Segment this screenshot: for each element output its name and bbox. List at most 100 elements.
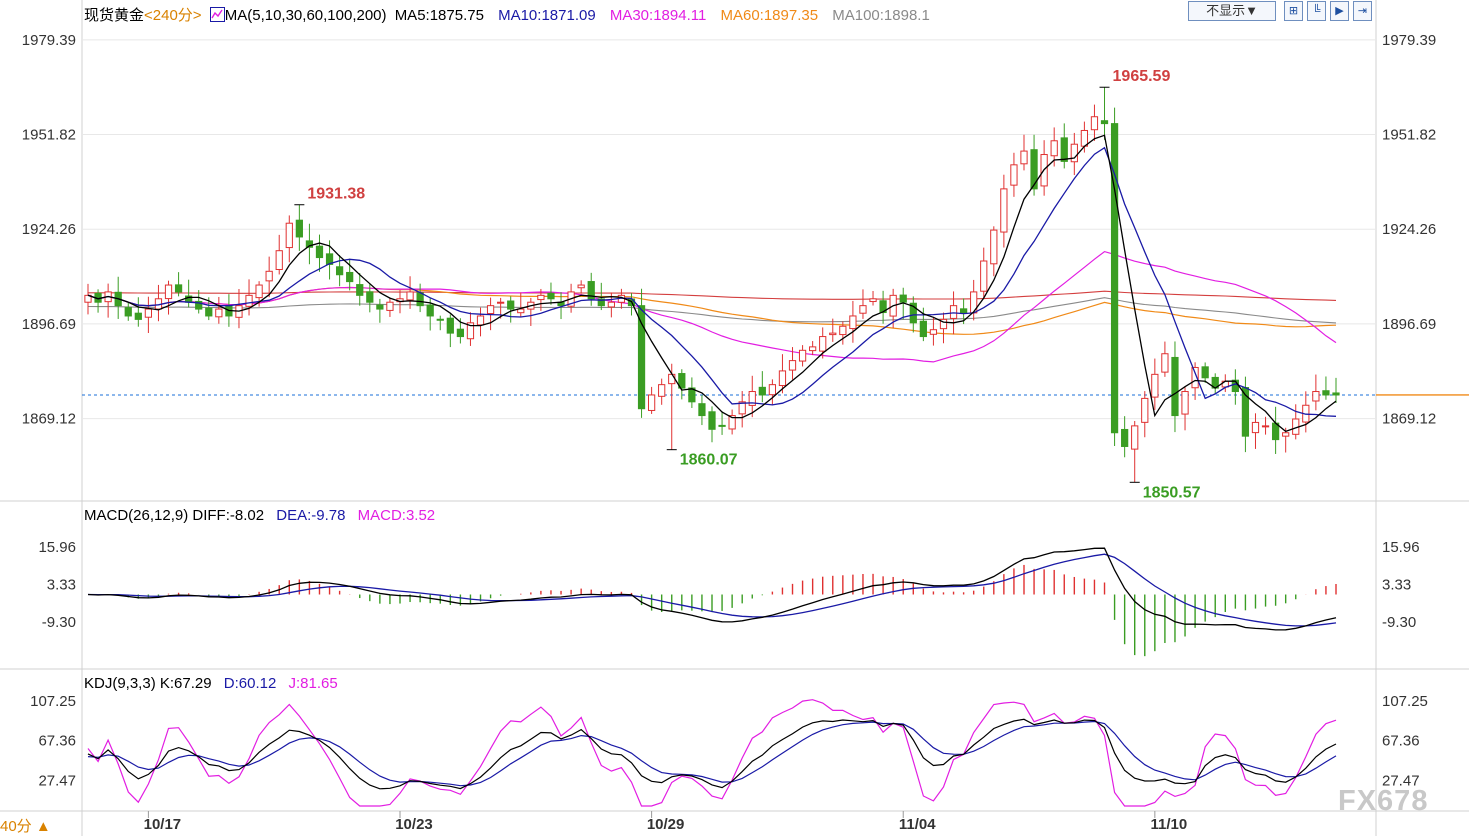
kdj-tick-label-right: 107.25 — [1382, 693, 1428, 710]
ma100-value: MA100:1898.1 — [832, 7, 930, 24]
candle-body — [537, 294, 545, 301]
candle-body — [879, 300, 887, 314]
kdj-tick-label-left: 27.47 — [38, 773, 76, 790]
candle-body — [798, 349, 807, 362]
candle-body — [1191, 366, 1199, 389]
candle-body — [1201, 366, 1209, 379]
candle-body — [265, 270, 273, 282]
candle-body — [386, 301, 394, 311]
candle-body — [1121, 428, 1129, 447]
price-tick-label-left: 1869.12 — [22, 411, 76, 428]
candle-body — [849, 315, 857, 330]
candle-body — [366, 291, 374, 303]
candle-body — [768, 384, 777, 396]
candle-body — [356, 284, 364, 296]
candle-body — [195, 300, 203, 310]
candle-body — [486, 305, 495, 315]
candle-body — [658, 384, 666, 397]
candle-body — [446, 317, 454, 334]
candle-body — [1050, 140, 1058, 157]
extreme-price-label: 1850.57 — [1143, 484, 1201, 501]
candle-body — [325, 253, 334, 265]
candle-body — [1181, 391, 1189, 415]
candle-body — [819, 336, 827, 352]
extreme-price-label: 1931.38 — [307, 186, 365, 203]
candle-body — [869, 298, 877, 303]
candle-body — [426, 304, 434, 317]
period-selector[interactable]: <240分> — [144, 7, 202, 24]
candle-body — [1080, 129, 1089, 147]
candle-body — [547, 292, 555, 300]
candle-body — [497, 301, 505, 304]
kdj-k-line — [87, 718, 1337, 790]
ma60-line — [87, 286, 1337, 335]
candle-body — [758, 386, 766, 396]
candle-body — [919, 320, 927, 338]
candle-body — [929, 329, 938, 335]
ma100-line — [87, 297, 1337, 324]
candle-body — [1312, 391, 1320, 402]
ma30-value: MA30:1894.11 — [609, 7, 707, 24]
candle-body — [1020, 150, 1028, 165]
candle-body — [245, 294, 253, 307]
candle-body — [456, 328, 465, 338]
candle-body — [406, 291, 414, 301]
compare-icon[interactable]: ╚ — [1307, 1, 1326, 21]
candle-body — [1070, 143, 1078, 163]
kdj-d-line — [87, 720, 1337, 787]
ma200-line — [88, 290, 1337, 301]
next-icon[interactable]: ⇥ — [1353, 1, 1372, 21]
candle-body — [1141, 397, 1149, 423]
candle-body — [466, 322, 475, 340]
macd-dea-value: DEA:-9.78 — [276, 507, 346, 524]
candle-body — [436, 318, 444, 321]
candle-body — [637, 305, 646, 410]
kdj-tick-label-right: 67.36 — [1382, 733, 1420, 750]
display-toggle-button[interactable]: 不显示▼ — [1188, 1, 1276, 21]
date-tick-label: 10/23 — [395, 816, 433, 833]
macd-tick-label-left: -9.30 — [42, 614, 76, 631]
candle-body — [1131, 425, 1139, 450]
candle-body — [215, 308, 223, 318]
candle-body — [124, 307, 132, 317]
ma5-value: MA5:1875.75 — [394, 7, 484, 24]
price-tick-label-left: 1896.69 — [22, 316, 76, 333]
candle-body — [174, 284, 183, 293]
candle-body — [1100, 120, 1109, 125]
macd-tick-label-left: 3.33 — [47, 577, 76, 594]
candle-body — [335, 266, 344, 276]
candle-body — [738, 401, 746, 415]
period-indicator[interactable]: 40分 ▲ — [0, 818, 51, 835]
candle-body — [275, 250, 283, 271]
extreme-price-label: 1860.07 — [680, 452, 738, 469]
candle-body — [698, 403, 706, 417]
candle-body — [205, 307, 213, 317]
candle-body — [990, 229, 998, 265]
price-tick-label-right: 1924.26 — [1382, 221, 1436, 238]
play-icon[interactable]: ▶ — [1330, 1, 1349, 21]
candle-body — [728, 415, 736, 430]
watermark-logo: FX678 — [1338, 785, 1429, 817]
candle-body — [959, 308, 968, 314]
ma-indicator-icon[interactable] — [209, 7, 225, 22]
candle-body — [788, 360, 797, 371]
expand-icon[interactable]: ⊞ — [1284, 1, 1303, 21]
ma10-line — [87, 146, 1337, 417]
macd-tick-label-right: -9.30 — [1382, 614, 1416, 631]
candle-body — [1151, 373, 1159, 398]
candle-body — [1282, 432, 1290, 437]
price-tick-label-right: 1951.82 — [1382, 127, 1436, 144]
candle-body — [144, 308, 153, 318]
macd-dea-line — [87, 553, 1337, 627]
macd-tick-label-right: 15.96 — [1382, 539, 1420, 556]
candle-body — [376, 304, 384, 310]
candle-body — [476, 315, 485, 326]
ma-indicator-label: MA(5,10,30,60,100,200) — [224, 7, 387, 24]
macd-diff-line — [87, 547, 1337, 631]
date-tick-label: 11/10 — [1150, 816, 1187, 833]
candle-body — [507, 300, 515, 310]
macd-diff-value: DIFF:-8.02 — [192, 507, 265, 524]
candle-body — [909, 302, 917, 324]
candle-body — [1332, 392, 1340, 396]
